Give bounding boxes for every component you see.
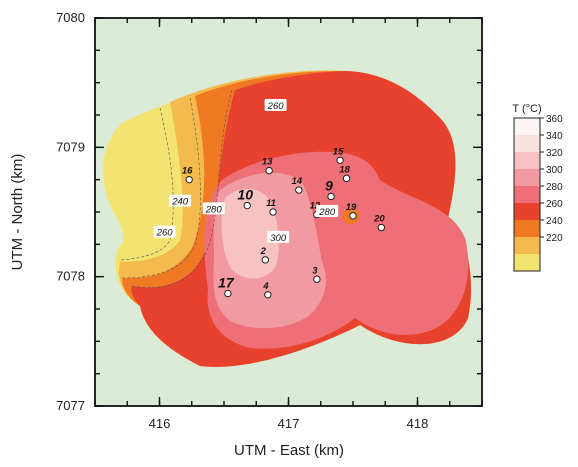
legend-label: 320	[546, 148, 563, 159]
temperature-field	[103, 70, 471, 367]
well-label: 14	[292, 176, 303, 187]
isotherm-label-box	[267, 230, 290, 243]
legend-swatch	[514, 118, 540, 135]
well-label: 11	[266, 198, 276, 209]
legend-swatch	[514, 254, 540, 271]
legend-border	[513, 117, 541, 272]
y-tick-label: 7079	[56, 139, 85, 154]
well-label: 9	[325, 177, 333, 193]
legend-label: 340	[546, 131, 563, 142]
well-label: 15	[333, 146, 344, 157]
isotherm-label: 260	[267, 101, 285, 112]
legend: T (°C) 360 340 320 300 280 260 240 220	[512, 103, 563, 272]
legend-label: 300	[546, 165, 563, 176]
well-label: 16	[182, 166, 193, 177]
well-marker	[295, 186, 303, 194]
isotherm-label: 280	[205, 204, 223, 215]
isotherm-label: 280	[318, 207, 336, 218]
x-axis-label: UTM - East (km)	[234, 442, 344, 459]
legend-swatch	[514, 220, 540, 237]
isotherm-label-box	[316, 205, 339, 217]
x-tick-label: 418	[407, 416, 429, 431]
well-label: 18	[339, 164, 350, 175]
legend-swatch	[514, 237, 540, 254]
legend-swatch	[514, 203, 540, 220]
isotherm-label-box	[202, 202, 225, 215]
y-tick-label: 7078	[56, 269, 85, 284]
well-label: 4	[262, 281, 269, 292]
zone-340-360	[221, 189, 279, 279]
well-label: 3	[312, 265, 318, 276]
legend-label: 240	[546, 216, 563, 227]
well-marker	[224, 289, 232, 298]
isotherm-label: 240	[171, 197, 189, 208]
well-label: 19	[346, 202, 357, 213]
y-tick-label: 7077	[56, 398, 85, 413]
well-marker	[261, 256, 269, 264]
isotherm-label: 260	[156, 228, 174, 239]
well-label: 17	[218, 274, 235, 290]
y-axis-label: UTM - North (km)	[9, 154, 26, 271]
legend-swatch	[514, 152, 540, 169]
well-label: 13	[262, 157, 273, 168]
legend-title: T (°C)	[512, 103, 541, 115]
isotherm-label: 300	[270, 233, 287, 244]
well-marker	[269, 208, 277, 216]
isotherm-label-box	[153, 225, 176, 238]
isotherm-label-box	[264, 98, 287, 111]
well-label: 20	[373, 214, 385, 225]
well-marker	[342, 174, 351, 183]
well-label: 10	[237, 187, 253, 203]
well-marker	[243, 201, 251, 210]
well-marker	[185, 175, 193, 184]
well-marker	[327, 192, 335, 201]
legend-swatch	[514, 186, 540, 203]
legend-swatch	[514, 135, 540, 152]
isotherm-label-layer: 260 240 260 280 300 280	[153, 98, 339, 244]
well-marker	[336, 156, 344, 164]
well-marker	[313, 275, 321, 283]
well-marker	[265, 166, 273, 175]
well-label: 12	[310, 201, 321, 212]
legend-label: 280	[546, 182, 563, 193]
legend-label: 360	[546, 114, 563, 125]
isotherm-260-line	[121, 97, 201, 279]
well-marker	[349, 212, 357, 220]
well-layer: 16 13 10 11 14 15 18 9 12 19 20 2 3 17 4	[182, 146, 386, 299]
legend-label: 260	[546, 199, 563, 210]
well-marker	[264, 291, 272, 299]
isotherm-label-box	[169, 194, 192, 207]
well-label: 2	[260, 246, 267, 257]
x-tick-label: 417	[278, 416, 300, 431]
legend-label: 220	[546, 233, 563, 244]
x-tick-label: 416	[149, 416, 171, 431]
y-tick-label: 7080	[56, 10, 85, 25]
legend-swatch	[514, 169, 540, 186]
well-marker	[377, 223, 386, 232]
